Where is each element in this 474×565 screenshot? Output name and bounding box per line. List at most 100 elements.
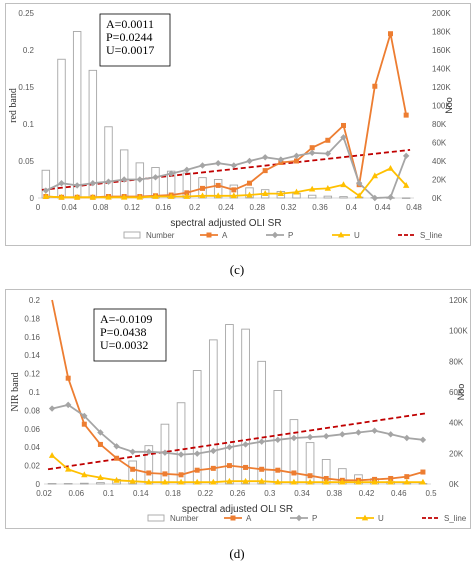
- series-u-point: [277, 190, 285, 196]
- series-p-point: [246, 157, 253, 165]
- y2-axis-title: Noo: [444, 97, 454, 114]
- series-u-point: [120, 193, 128, 200]
- series-u-point: [42, 193, 50, 199]
- y2-tick-label: 60K: [449, 388, 464, 397]
- series-a-point: [215, 182, 221, 188]
- series-p-point: [226, 444, 233, 451]
- y-tick-label: 0.15: [18, 83, 34, 92]
- y2-tick-label: 40K: [432, 157, 447, 166]
- series-u-point: [340, 181, 347, 188]
- series-u-point: [48, 452, 56, 458]
- series-p-point: [73, 182, 81, 189]
- series-u-point: [274, 478, 282, 485]
- series-a-point: [388, 475, 394, 481]
- legend-label-u: U: [378, 514, 384, 523]
- y2-tick-label: 20K: [449, 449, 464, 458]
- y-tick-label: 0.02: [24, 462, 40, 471]
- series-p-point: [145, 448, 153, 455]
- x-tick-label: 0.46: [391, 489, 407, 498]
- x-tick-label: 0.36: [312, 203, 328, 212]
- number-bar: [57, 58, 66, 199]
- s-line: [41, 149, 411, 191]
- x-tick-label: 0.28: [250, 203, 266, 212]
- x-tick-label: 0.32: [281, 203, 297, 212]
- series-a-line: [51, 299, 424, 482]
- x-axis-title: spectral adjusted OLI SR: [182, 504, 293, 515]
- series-a-point: [231, 187, 237, 193]
- y-axis-title: red band: [8, 88, 19, 123]
- number-bar: [339, 196, 348, 199]
- series-a-point: [403, 112, 409, 118]
- series-a-point: [275, 467, 281, 473]
- x-tick-label: 0.14: [133, 489, 149, 498]
- series-u-point: [261, 190, 269, 196]
- number-bar: [96, 482, 105, 485]
- number-bar: [176, 402, 186, 485]
- series-p-point: [387, 431, 394, 438]
- series-p-point: [308, 149, 316, 157]
- number-bar: [323, 195, 333, 199]
- y-tick-label: 0.16: [24, 333, 40, 342]
- series-p-point: [290, 434, 298, 442]
- number-bar: [257, 360, 267, 485]
- series-u-point: [355, 192, 363, 199]
- series-u-point: [324, 184, 332, 191]
- series-a-point: [65, 375, 71, 381]
- series-p-point: [387, 194, 394, 201]
- series-a-point: [259, 466, 265, 472]
- y2-tick-label: 80K: [449, 357, 464, 366]
- series-u-point: [355, 478, 362, 485]
- number-bar: [79, 482, 89, 485]
- x-tick-label: 0.02: [36, 489, 52, 498]
- series-a-point: [226, 463, 232, 469]
- series-p-point: [371, 427, 378, 434]
- y-tick-label: 0.14: [24, 351, 40, 360]
- number-bar: [192, 370, 202, 485]
- x-tick-label: 0.08: [93, 203, 109, 212]
- series-p-point: [402, 152, 410, 160]
- series-u-point: [339, 478, 346, 485]
- series-u-point: [387, 478, 394, 485]
- x-tick-label: 0.1: [103, 489, 115, 498]
- series-a-point: [404, 474, 410, 480]
- chart-d: 00.020.040.060.080.10.120.140.160.180.20…: [10, 296, 468, 523]
- y-tick-label: 0.04: [24, 443, 40, 452]
- legend-label-u: U: [354, 231, 360, 240]
- series-a-point: [247, 180, 252, 186]
- x-tick-label: 0: [36, 203, 41, 212]
- number-bar: [241, 328, 250, 485]
- y2-tick-label: 100K: [432, 102, 451, 111]
- series-a-point: [81, 421, 87, 427]
- y-tick-label: 0.1: [29, 388, 41, 397]
- stat-line: A=0.0011: [106, 17, 154, 31]
- series-p-point: [89, 180, 97, 187]
- legend-label-number: Number: [146, 231, 175, 240]
- x-tick-label: 0.12: [124, 203, 140, 212]
- series-p-point: [183, 166, 191, 174]
- legend-swatch-number: [147, 514, 165, 522]
- series-p-point: [214, 160, 222, 167]
- series-p-point: [152, 174, 159, 181]
- x-tick-label: 0.24: [218, 203, 234, 212]
- series-u-point: [242, 477, 249, 484]
- series-a-point: [243, 464, 249, 470]
- series-p-point: [339, 431, 346, 438]
- legend-label-s-line: S_line: [444, 514, 467, 523]
- series-a-point: [178, 472, 184, 478]
- series-p-point: [58, 180, 65, 187]
- y-tick-label: 0.1: [23, 120, 35, 129]
- legend-marker-p: [271, 231, 279, 239]
- series-u-point: [371, 478, 378, 485]
- legend-marker-a: [230, 515, 236, 521]
- series-p-point: [371, 194, 379, 202]
- stat-line: U=0.0032: [100, 338, 148, 352]
- series-u-point: [293, 188, 300, 195]
- stats-box: [99, 13, 171, 67]
- x-tick-label: 0.48: [406, 203, 422, 212]
- series-p-point: [403, 434, 411, 442]
- series-p-point: [419, 436, 427, 444]
- series-p-point: [355, 429, 362, 436]
- series-u-point: [136, 193, 144, 200]
- series-u-point: [308, 185, 316, 192]
- panel-label-c: (c): [229, 262, 245, 277]
